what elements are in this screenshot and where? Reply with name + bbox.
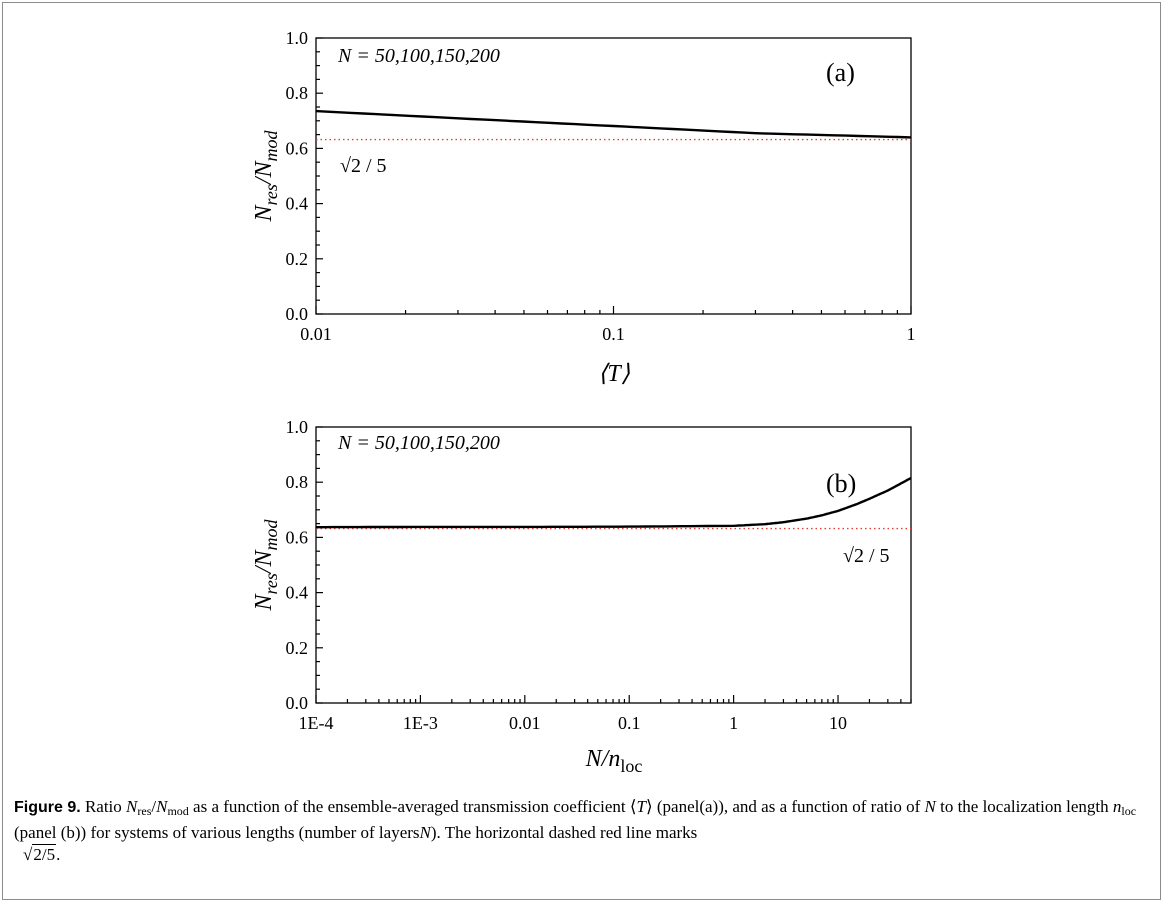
panel-b-ytick-label: 0.2 <box>286 638 309 658</box>
panel-b-ytick-label: 0.6 <box>286 527 309 547</box>
panel-a-series-line <box>315 109 912 139</box>
panel-a-ylabel: Nres/Nmod <box>251 129 281 222</box>
panel-a-ytick-label: 0.2 <box>286 249 309 269</box>
panel-b-xtick-label: 0.01 <box>509 713 541 733</box>
panel-a-xlabel: ⟨T⟩ <box>598 361 631 387</box>
caption-text-4: (panel (b)) for systems of various lengt… <box>14 823 420 842</box>
panel-b-xtick-label: 1E-3 <box>403 713 438 733</box>
caption-text-3: to the localization length <box>940 797 1109 816</box>
panel-a-label: (a) <box>826 58 855 87</box>
panel-b-ytick-label: 0.0 <box>286 693 309 713</box>
panel-a-plot-frame <box>315 37 912 315</box>
svg-text:N/nloc: N/nloc <box>585 746 643 776</box>
panel-b-xlabel: N/nloc <box>585 746 643 776</box>
panel-a-xtick-label: 1 <box>907 324 916 344</box>
caption-text-5: ). The horizontal dashed red line marks <box>430 823 698 842</box>
panel-b-xtick-label: 1 <box>729 713 738 733</box>
figure-caption: Figure 9. Ratio Nres/Nmod as a function … <box>14 797 1137 864</box>
panel-b-ytick-label: 0.8 <box>286 472 309 492</box>
caption-sqrt: √2/5 <box>23 844 57 864</box>
panel-a-ytick-label: 1.0 <box>286 28 309 48</box>
panel-a-ytick-label: 0.6 <box>286 138 309 158</box>
panel-b-xtick-label: 10 <box>829 713 847 733</box>
panel-b-plot-frame <box>315 426 912 704</box>
panel-a-annotation: N = 50,100,150,200 <box>337 45 500 67</box>
panel-b-ylabel: Nres/Nmod <box>251 518 281 611</box>
panel-b-series-line <box>316 477 912 529</box>
caption-text-2: (panel(a)), and as a function of ratio o… <box>656 797 921 816</box>
panel-b-ytick-label: 0.4 <box>286 583 309 603</box>
panel-b: 0.0 0.2 0.4 0.6 0.8 1.0 1E-4 1E-3 0.01 0.1 1 10 N … <box>251 417 912 776</box>
panel-a-ytick-label: 0.8 <box>286 83 309 103</box>
panel-a-xtick-label: 0.01 <box>300 324 332 344</box>
svg-text:Nres/Nmod: Nres/Nmod <box>251 518 281 611</box>
panel-b-annotation: N = 50,100,150,200 <box>337 432 500 454</box>
panel-b-xtick-label: 1E-4 <box>299 713 334 733</box>
caption-text-1: as a function of the ensemble-averaged t… <box>193 797 626 816</box>
caption-label: Figure 9. <box>14 799 81 816</box>
panel-b-label: (b) <box>826 469 856 498</box>
panel-b-ytick-label: 1.0 <box>286 417 309 437</box>
panel-a-xtick-label: 0.1 <box>602 324 625 344</box>
panel-b-reference-label: √2 / 5 <box>843 545 890 567</box>
svg-text:Nres/Nmod: Nres/Nmod <box>251 129 281 222</box>
panel-b-xtick-label: 0.1 <box>618 713 641 733</box>
panel-a-ytick-label: 0.0 <box>286 304 309 324</box>
figure-chart: 0.00.20.40.60.81.0 0.01 0.1 1 N = 50,100,1… <box>251 28 916 776</box>
panel-a: 0.0 0.2 0.4 0.6 0.8 1.0 0.01 0.1 1 N = 50,100,1… <box>251 28 916 387</box>
panel-a-reference-label: √2 / 5 <box>340 155 387 177</box>
caption-ratio-lead: Ratio <box>84 797 122 816</box>
panel-a-ytick-label: 0.4 <box>286 194 309 214</box>
